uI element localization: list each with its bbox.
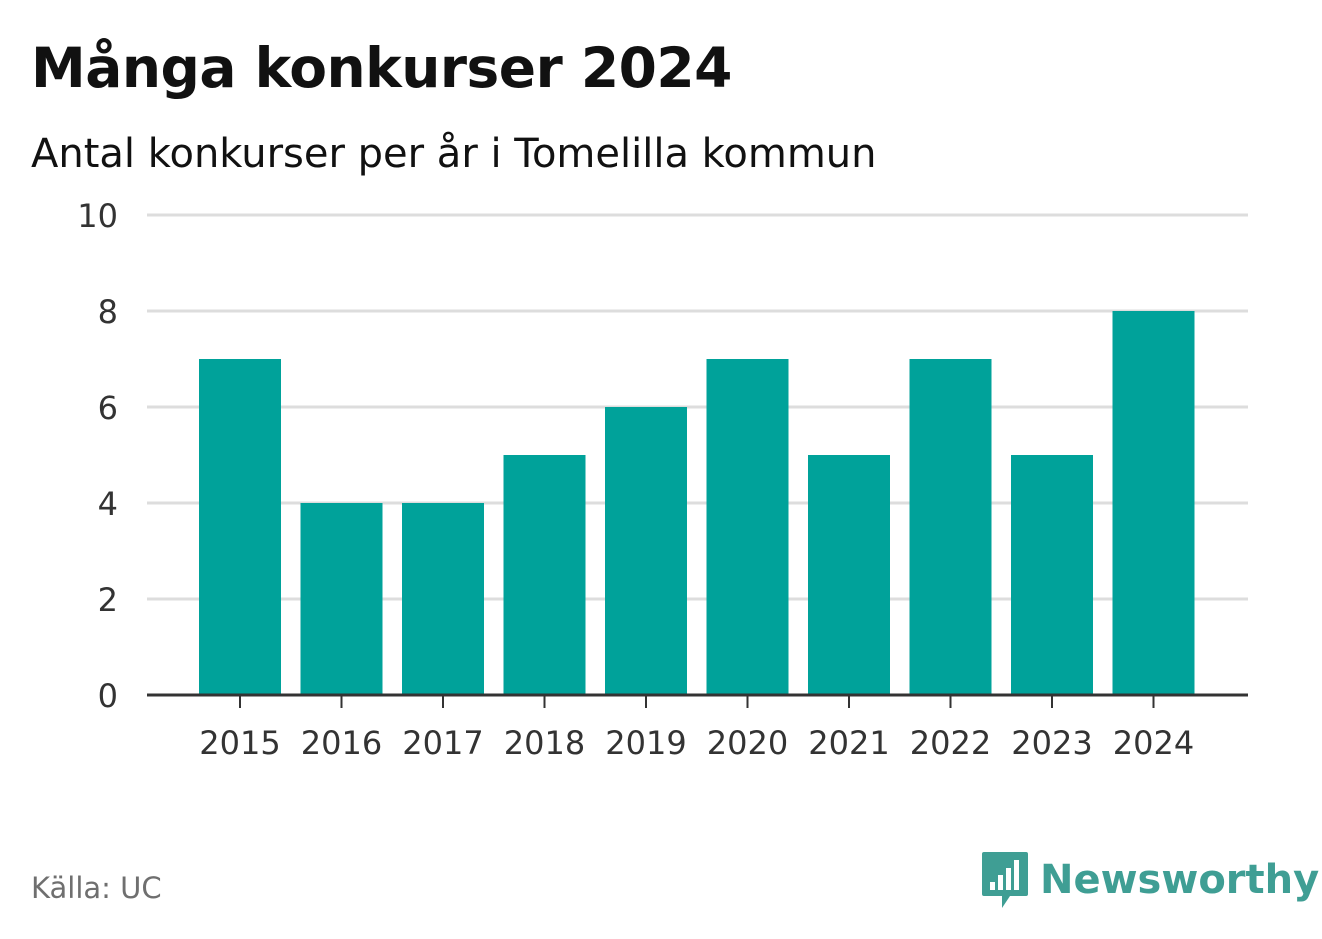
bar: [909, 359, 992, 695]
y-tick-label: 4: [98, 485, 118, 523]
y-tick-label: 0: [98, 677, 118, 715]
chart-title: Många konkurser 2024: [31, 36, 732, 100]
bar: [706, 359, 789, 695]
x-tick-label: 2021: [808, 724, 889, 762]
y-tick-label: 8: [98, 293, 118, 331]
bar: [300, 503, 383, 695]
x-tick-label: 2023: [1011, 724, 1092, 762]
source-label: Källa: UC: [31, 871, 162, 905]
x-tick-label: 2017: [402, 724, 483, 762]
bar-chart-icon: [982, 852, 1028, 908]
axes: [147, 693, 1248, 708]
y-tick-label: 2: [98, 581, 118, 619]
chart-subtitle: Antal konkurser per år i Tomelilla kommu…: [31, 131, 877, 177]
bar: [199, 359, 281, 695]
bar: [402, 503, 484, 695]
x-tick-label: 2018: [504, 724, 585, 762]
bar: [1112, 311, 1195, 695]
x-tick-label: 2015: [199, 724, 280, 762]
x-tick-label: 2024: [1113, 724, 1194, 762]
x-tick-label: 2022: [910, 724, 991, 762]
x-tick-label: 2020: [707, 724, 788, 762]
x-tick-label: 2019: [605, 724, 686, 762]
x-tick-label: 2016: [301, 724, 382, 762]
brand-name: Newsworthy: [1040, 857, 1320, 903]
bar: [1011, 455, 1093, 695]
bar: [605, 407, 687, 695]
bar: [503, 455, 586, 695]
y-tick-label: 6: [98, 389, 118, 427]
tick-labels: 0 2 4 6 8 10 2015 2016 2017 2018 2019 2020 2021 2022 2…: [77, 197, 1194, 762]
newsworthy-logo: Newsworthy: [980, 850, 1319, 910]
bars: [199, 311, 1195, 695]
bar: [808, 455, 890, 695]
y-tick-label: 10: [77, 197, 118, 235]
